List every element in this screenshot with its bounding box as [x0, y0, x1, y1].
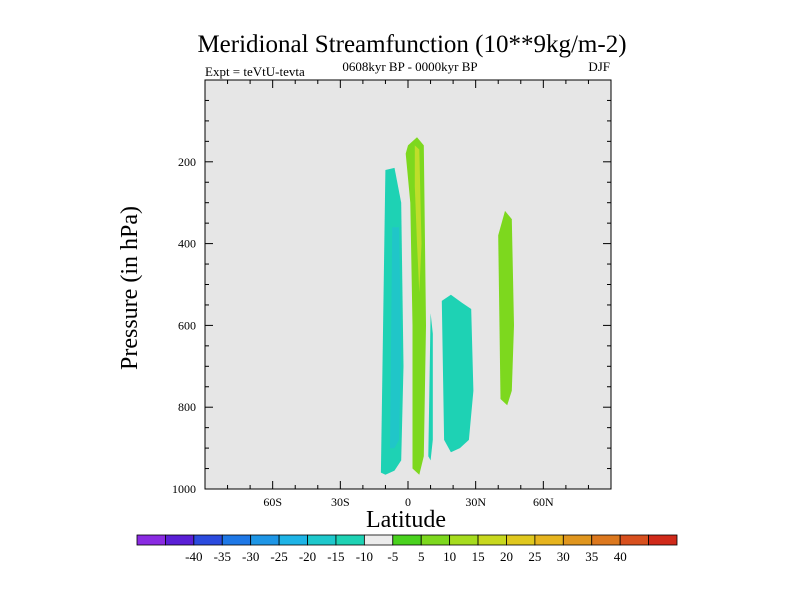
- colorbar-label: -10: [356, 549, 373, 564]
- region-equator-positive-core: [414, 145, 422, 293]
- colorbar-swatch: [307, 534, 337, 546]
- y-tick-label: 800: [178, 400, 196, 414]
- colorbar-label: -25: [270, 549, 287, 564]
- colorbar-swatch: [506, 534, 536, 546]
- colorbar-label: -30: [242, 549, 259, 564]
- x-tick-label: 60N: [533, 495, 554, 509]
- colorbar-swatch: [221, 534, 252, 546]
- colorbar-label: 5: [418, 549, 425, 564]
- x-tick-label: 0: [405, 495, 411, 509]
- colorbar-swatch: [534, 534, 564, 546]
- plot-area: [205, 80, 611, 489]
- y-axis-label: Pressure (in hPa): [117, 206, 143, 370]
- colorbar-label: 25: [528, 549, 541, 564]
- subtitle-center: 0608kyr BP - 0000kyr BP: [342, 59, 477, 74]
- y-tick-label: 1000: [172, 482, 196, 496]
- colorbar-swatch: [648, 534, 678, 546]
- x-tick-label: 30N: [465, 495, 486, 509]
- colorbar-label: 10: [443, 549, 456, 564]
- colorbar-swatch: [477, 534, 507, 546]
- colorbar-label: -40: [185, 549, 202, 564]
- y-tick-label: 600: [178, 318, 196, 332]
- colorbar-label: -20: [299, 549, 316, 564]
- colorbar-label: 20: [500, 549, 513, 564]
- region-nh-negative: [441, 294, 474, 453]
- colorbar-label: 15: [472, 549, 485, 564]
- colorbar: -40 -35 -30 -25 -20 -15 -10 -5 5 10 15 20 25 30 35 40: [136, 534, 678, 564]
- colorbar-label: -35: [214, 549, 231, 564]
- colorbar-swatch: [562, 534, 593, 546]
- colorbar-swatch: [392, 534, 422, 546]
- colorbar-swatch: [449, 534, 479, 546]
- colorbar-label: 40: [614, 549, 627, 564]
- x-tick-label: 60S: [263, 495, 282, 509]
- colorbar-swatch: [619, 534, 649, 546]
- chart-title: Meridional Streamfunction (10**9kg/m-2): [197, 31, 626, 58]
- colorbar-swatch: [335, 534, 365, 546]
- x-axis-label: Latitude: [366, 507, 446, 533]
- contour-regions: [380, 137, 514, 475]
- subtitle-right: DJF: [588, 59, 610, 74]
- colorbar-swatch: [165, 534, 195, 546]
- region-sh-negative-core: [390, 227, 402, 449]
- colorbar-swatch: [363, 534, 394, 546]
- y-tick-label: 200: [178, 155, 196, 169]
- colorbar-label: -15: [327, 549, 344, 564]
- colorbar-swatch: [250, 534, 280, 546]
- axis-ticks: 60S 30S 0 30N 60N 200 400 600 800 1000: [172, 80, 611, 509]
- subtitle-left: Expt = teVtU-tevta: [205, 64, 305, 79]
- x-tick-label: 30S: [331, 495, 350, 509]
- region-nh-positive: [498, 210, 514, 406]
- colorbar-label: 35: [585, 549, 598, 564]
- colorbar-label: 30: [557, 549, 570, 564]
- colorbar-label: -5: [387, 549, 398, 564]
- colorbar-swatch: [420, 534, 451, 546]
- region-eq-negative-small: [428, 313, 433, 461]
- colorbar-swatch: [278, 534, 308, 546]
- colorbar-swatch: [136, 534, 166, 546]
- colorbar-swatch: [591, 534, 621, 546]
- colorbar-swatch: [193, 534, 223, 546]
- y-tick-label: 400: [178, 237, 196, 251]
